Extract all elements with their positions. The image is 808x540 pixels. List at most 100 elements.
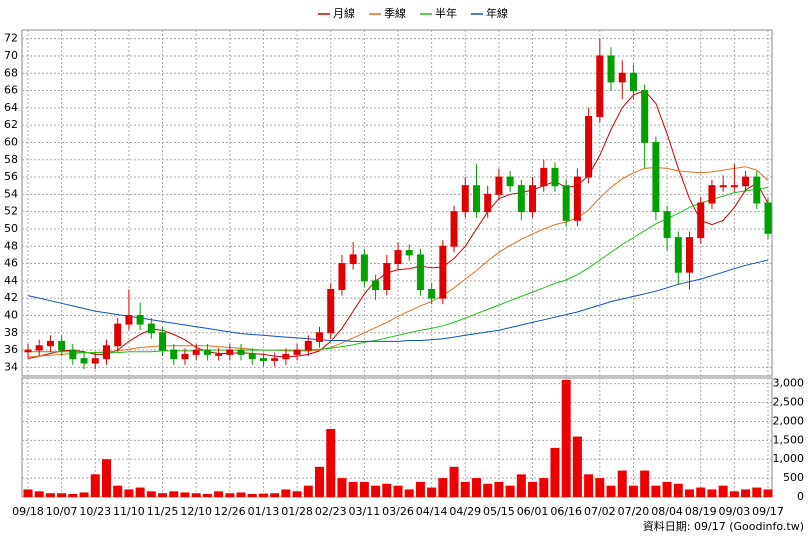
y-tick-label: 1,000 bbox=[773, 452, 805, 465]
x-tick-label: 11/25 bbox=[147, 505, 179, 518]
candle-body bbox=[170, 349, 178, 360]
candle-body bbox=[91, 358, 99, 364]
candle-body bbox=[652, 141, 660, 213]
candle-body bbox=[484, 193, 492, 213]
volume-bar bbox=[640, 470, 650, 497]
x-tick-label: 08/19 bbox=[685, 505, 717, 518]
x-tick-label: 01/13 bbox=[248, 505, 280, 518]
candle-body bbox=[450, 211, 458, 247]
candle-body bbox=[629, 72, 637, 92]
y-tick-label: 50 bbox=[4, 222, 18, 235]
candle-body bbox=[237, 349, 245, 355]
candle-body bbox=[753, 176, 761, 204]
candle-body bbox=[271, 358, 279, 361]
x-tick-label: 12/26 bbox=[214, 505, 246, 518]
x-tick-label: 07/02 bbox=[584, 505, 616, 518]
candle-body bbox=[618, 72, 626, 83]
volume-bar bbox=[292, 491, 302, 497]
candle-body bbox=[562, 185, 570, 221]
y-tick-label: 34 bbox=[4, 360, 18, 373]
candle-body bbox=[663, 211, 671, 239]
candle-body bbox=[192, 349, 200, 355]
volume-bar bbox=[23, 489, 33, 497]
candle-body bbox=[506, 176, 514, 187]
x-tick-label: 06/16 bbox=[550, 505, 582, 518]
volume-bar bbox=[494, 481, 504, 497]
legend-label: 半年 bbox=[435, 6, 457, 20]
volume-bar bbox=[382, 483, 392, 497]
y-tick-label: 70 bbox=[4, 49, 18, 62]
candle-body bbox=[416, 254, 424, 290]
volume-bar bbox=[449, 466, 459, 497]
volume-bar bbox=[696, 487, 706, 497]
volume-bar bbox=[146, 491, 156, 497]
volume-bar bbox=[315, 466, 325, 497]
volume-bar bbox=[270, 493, 280, 497]
volume-bar bbox=[57, 493, 67, 497]
volume-bar bbox=[460, 481, 470, 497]
candle-body bbox=[125, 314, 133, 325]
candle-body bbox=[394, 250, 402, 265]
x-tick-label: 07/20 bbox=[618, 505, 650, 518]
volume-bar bbox=[337, 478, 347, 497]
y-tick-label: 48 bbox=[4, 239, 18, 252]
candle-body bbox=[405, 250, 413, 256]
volume-bar bbox=[685, 489, 695, 497]
volume-bar bbox=[528, 481, 538, 497]
candle-body bbox=[203, 349, 211, 355]
volume-bar bbox=[628, 485, 638, 497]
y-tick-label: 1,500 bbox=[773, 433, 805, 446]
candle-body bbox=[551, 167, 559, 187]
candle-body bbox=[607, 55, 615, 83]
y-tick-label: 2,500 bbox=[773, 396, 805, 409]
y-tick-label: 42 bbox=[4, 291, 18, 304]
candle-body bbox=[102, 345, 110, 360]
candle-body bbox=[248, 353, 256, 360]
candle-body bbox=[282, 353, 290, 360]
candle-body bbox=[69, 349, 77, 360]
volume-bar bbox=[516, 474, 526, 497]
x-tick-label: 10/07 bbox=[46, 505, 78, 518]
volume-bar bbox=[595, 478, 605, 497]
candle-body bbox=[742, 176, 750, 187]
volume-bar bbox=[471, 478, 481, 497]
candle-body bbox=[764, 202, 772, 234]
x-tick-label: 04/29 bbox=[449, 505, 481, 518]
candle-body bbox=[181, 353, 189, 360]
y-tick-label: 68 bbox=[4, 66, 18, 79]
candle-body bbox=[327, 289, 335, 334]
candle-body bbox=[58, 340, 66, 351]
volume-bar bbox=[214, 491, 224, 497]
y-tick-label: 38 bbox=[4, 326, 18, 339]
y-tick-label: 40 bbox=[4, 308, 18, 321]
volume-bar bbox=[34, 491, 44, 497]
y-tick-label: 52 bbox=[4, 205, 18, 218]
volume-bar bbox=[124, 489, 134, 497]
candle-body bbox=[730, 185, 738, 188]
candle-body bbox=[641, 90, 649, 143]
volume-bar bbox=[438, 478, 448, 497]
volume-bar bbox=[427, 487, 437, 497]
x-tick-label: 10/23 bbox=[79, 505, 111, 518]
candle-body bbox=[46, 340, 54, 347]
y-tick-label: 60 bbox=[4, 135, 18, 148]
x-tick-label: 09/18 bbox=[12, 505, 44, 518]
y-tick-label: 64 bbox=[4, 101, 18, 114]
legend-label: 月線 bbox=[333, 6, 355, 20]
y-tick-label: 0 bbox=[797, 490, 804, 503]
candle-body bbox=[259, 358, 267, 361]
x-tick-label: 04/14 bbox=[416, 505, 448, 518]
volume-bar bbox=[651, 485, 661, 497]
candle-body bbox=[461, 185, 469, 213]
volume-bar bbox=[303, 485, 313, 497]
volume-bar bbox=[505, 485, 515, 497]
y-tick-label: 66 bbox=[4, 84, 18, 97]
x-tick-label: 08/04 bbox=[651, 505, 683, 518]
candle-body bbox=[349, 254, 357, 265]
y-tick-label: 2,000 bbox=[773, 414, 805, 427]
volume-bar bbox=[393, 485, 403, 497]
y-tick-label: 46 bbox=[4, 257, 18, 270]
volume-bar bbox=[415, 481, 425, 497]
candle-body bbox=[159, 332, 167, 351]
